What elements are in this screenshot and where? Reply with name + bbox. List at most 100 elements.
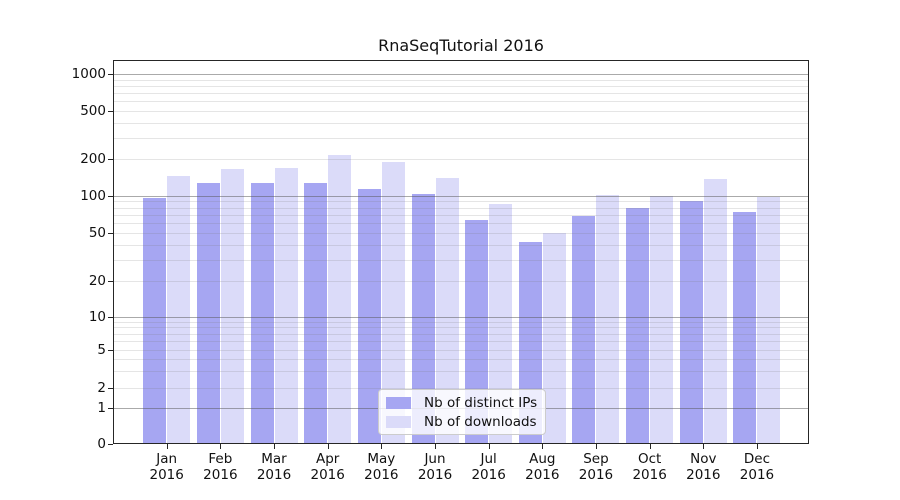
y-tick-mark [108, 195, 113, 197]
gridline-minor [113, 223, 809, 224]
legend-label: Nb of distinct IPs [424, 394, 538, 411]
x-tick-mark [166, 444, 168, 449]
x-tick-label: Aug 2016 [525, 451, 560, 483]
y-tick-mark [108, 388, 113, 389]
bar-nb-of-downloads-aug [542, 233, 566, 444]
bar-nb-of-downloads-apr [328, 155, 352, 444]
gridline-minor [113, 341, 809, 342]
gridline-minor [113, 111, 809, 112]
y-tick-label: 1 [97, 399, 106, 416]
gridline-minor [113, 322, 809, 323]
x-tick-mark [703, 444, 705, 449]
bar-nb-of-distinct-ips-feb [196, 182, 220, 444]
x-tick-label: Jan 2016 [149, 451, 184, 483]
gridline-minor [113, 93, 809, 94]
gridline-minor [113, 371, 809, 372]
bar-nb-of-downloads-jun [435, 177, 459, 444]
bar-nb-of-downloads-may [381, 161, 405, 444]
plot-area [113, 60, 809, 444]
bar-nb-of-downloads-dec [757, 197, 781, 444]
bar-nb-of-distinct-ips-apr [304, 182, 328, 444]
x-tick-label: Nov 2016 [686, 451, 721, 483]
y-tick-mark [108, 111, 113, 112]
x-tick-mark [381, 444, 383, 449]
x-tick-label: Oct 2016 [632, 451, 667, 483]
bar-nb-of-downloads-sep [596, 194, 620, 444]
bar-nb-of-distinct-ips-dec [733, 211, 757, 444]
x-tick-mark [649, 444, 651, 449]
gridline-minor [113, 245, 809, 246]
x-tick-mark [435, 444, 436, 449]
gridline-minor [113, 215, 809, 216]
gridline-minor [113, 138, 809, 139]
x-tick-label: Dec 2016 [739, 451, 775, 483]
gridline-minor [113, 101, 809, 102]
y-tick-mark [108, 407, 113, 409]
y-tick-label: 10 [88, 308, 106, 325]
y-tick-mark [108, 281, 113, 282]
gridline-minor [113, 123, 809, 124]
gridline-major [113, 74, 809, 75]
y-tick-mark [108, 350, 113, 351]
bar-nb-of-distinct-ips-jan [143, 197, 167, 444]
y-tick-mark [108, 316, 113, 318]
x-tick-mark [756, 444, 758, 449]
y-tick-label: 2 [97, 380, 106, 396]
gridline-minor [113, 80, 809, 81]
x-tick-label: Sep 2016 [578, 451, 614, 483]
y-tick-mark [108, 444, 113, 445]
y-tick-label: 200 [80, 151, 106, 167]
legend-swatch-nb-of-downloads [386, 415, 411, 428]
x-tick-mark [595, 444, 597, 449]
legend-entry: Nb of distinct IPs [386, 395, 545, 411]
bar-nb-of-distinct-ips-nov [679, 200, 703, 444]
bar-nb-of-downloads-jul [489, 203, 513, 444]
y-tick-label: 50 [88, 225, 106, 241]
x-tick-mark [542, 444, 544, 449]
y-tick-label: 100 [80, 187, 106, 204]
bar-nb-of-downloads-feb [220, 169, 244, 444]
x-tick-label: May 2016 [364, 451, 399, 483]
bar-nb-of-distinct-ips-may [357, 188, 381, 444]
y-tick-label: 5 [97, 342, 106, 358]
y-tick-label: 500 [80, 103, 106, 119]
gridline-minor [113, 281, 809, 282]
y-tick-label: 1000 [71, 66, 106, 82]
y-tick-mark [108, 233, 113, 234]
bar-nb-of-distinct-ips-oct [626, 208, 650, 444]
x-tick-label: Apr 2016 [310, 451, 345, 483]
gridline-minor [113, 350, 809, 351]
gridline-minor [113, 86, 809, 87]
gridline-minor [113, 388, 809, 389]
gridline-minor [113, 159, 809, 160]
bar-nb-of-downloads-mar [274, 168, 298, 444]
gridline-minor [113, 327, 809, 328]
x-tick-label: Feb 2016 [203, 451, 238, 483]
bar-nb-of-distinct-ips-jun [411, 194, 435, 444]
x-tick-label: Jul 2016 [471, 451, 506, 483]
x-tick-mark [274, 444, 276, 449]
y-tick-label: 20 [88, 273, 106, 289]
bar-nb-of-distinct-ips-sep [572, 216, 596, 444]
bar-nb-of-distinct-ips-mar [250, 183, 274, 444]
gridline-minor [113, 201, 809, 202]
x-tick-mark [327, 444, 329, 449]
gridline-minor [113, 233, 809, 234]
x-tick-label: Jun 2016 [417, 451, 453, 483]
gridline-minor [113, 208, 809, 209]
legend-label: Nb of downloads [424, 413, 537, 430]
gridline-minor [113, 359, 809, 360]
chart-title: RnaSeqTutorial 2016 [378, 36, 544, 55]
y-tick-mark [108, 159, 113, 160]
bar-nb-of-downloads-jan [167, 175, 191, 444]
legend-swatch-nb-of-distinct-ips [386, 396, 411, 409]
gridline-major [113, 317, 809, 318]
y-tick-mark [108, 74, 113, 75]
x-tick-label: Mar 2016 [256, 451, 292, 483]
x-tick-mark [488, 444, 490, 449]
y-tick-label: 0 [97, 436, 106, 452]
gridline-major [113, 196, 809, 197]
x-tick-mark [220, 444, 222, 449]
legend: Nb of distinct IPs Nb of downloads [378, 389, 546, 435]
